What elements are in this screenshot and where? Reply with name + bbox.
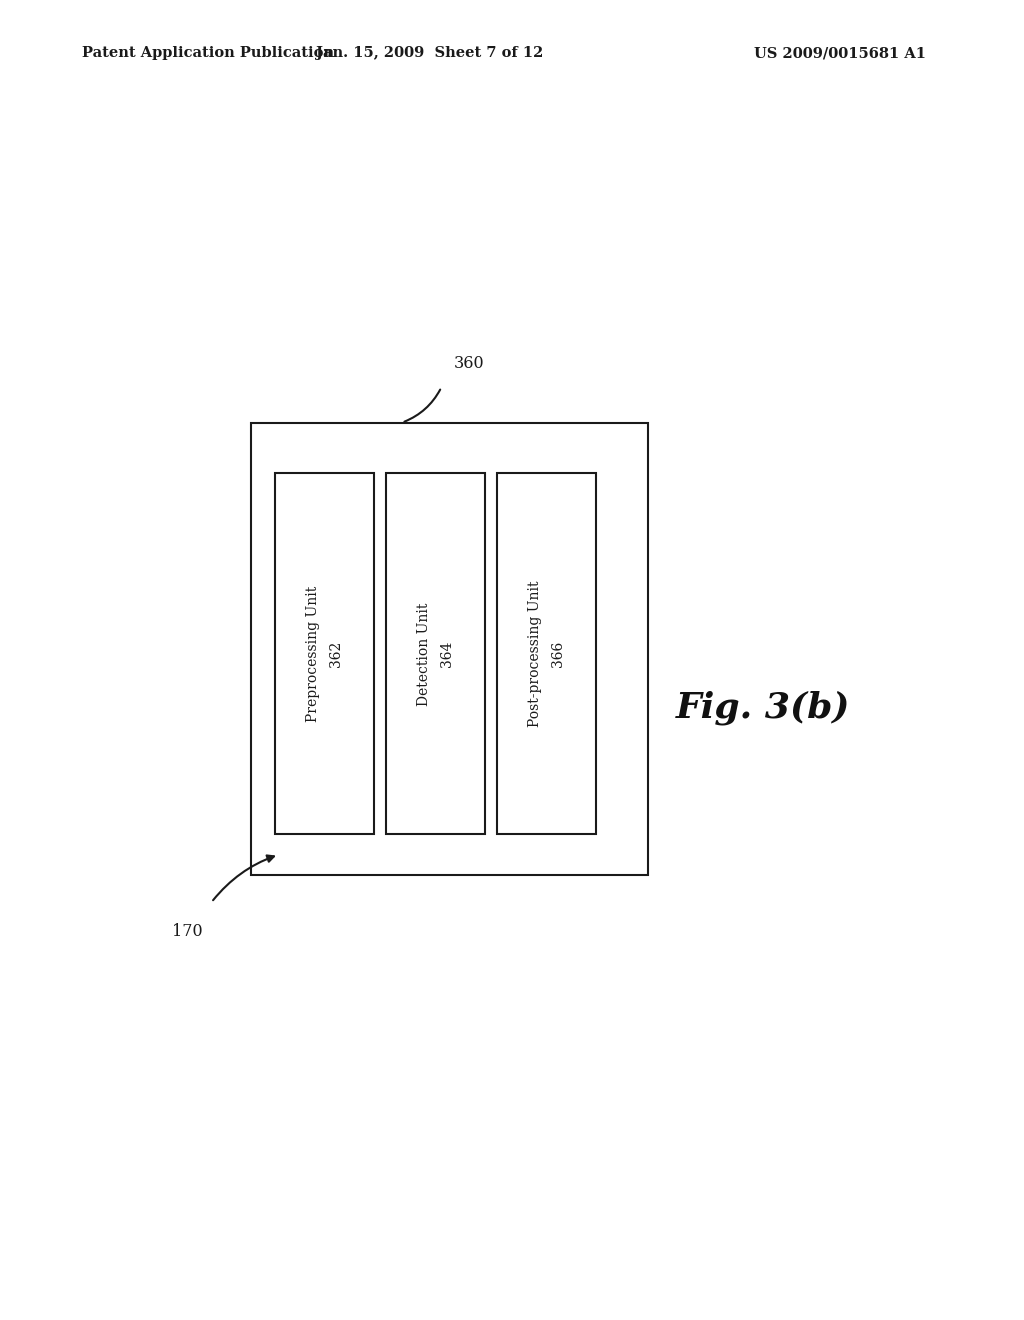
Text: Detection Unit
364: Detection Unit 364 [417,602,454,706]
Bar [274,474,374,834]
Bar [497,474,596,834]
Text: Fig. 3(b): Fig. 3(b) [676,690,850,725]
Text: Post-processing Unit
366: Post-processing Unit 366 [528,581,565,727]
Text: 170: 170 [172,923,203,940]
Text: Preprocessing Unit
362: Preprocessing Unit 362 [306,586,343,722]
Text: Jan. 15, 2009  Sheet 7 of 12: Jan. 15, 2009 Sheet 7 of 12 [316,46,544,61]
Text: 360: 360 [454,355,484,372]
Bar [251,422,648,875]
Bar [386,474,485,834]
Text: US 2009/0015681 A1: US 2009/0015681 A1 [754,46,926,61]
Text: Patent Application Publication: Patent Application Publication [82,46,334,61]
